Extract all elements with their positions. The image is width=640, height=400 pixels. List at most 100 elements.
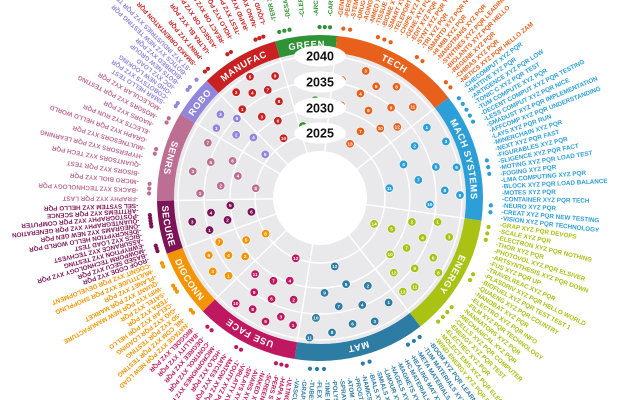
item-dot-tech-6[interactable]: 6 [363,106,373,116]
item-label-mach-systems-container-xyz-pqr-tech[interactable]: -CONTAINER XYZ PQR TECH [502,196,590,205]
item-dot-mat-3[interactable]: 3 [370,316,380,326]
segment-arc-use-face[interactable] [202,299,298,359]
item-dot-robo-1[interactable]: 1 [211,123,221,133]
item-dot-tech-12[interactable]: 12 [392,122,402,132]
segment-arc-green[interactable] [275,35,338,58]
item-dot-use-face-9[interactable]: 9 [249,287,259,297]
item-label-mat-flex-ele-xyz-pqr[interactable]: -FLEX ELE XYZ PQR [315,380,323,400]
item-dot-mach-systems-5[interactable]: 5 [431,162,441,172]
item-dot-tech-4[interactable]: 4 [355,89,365,99]
item-dot-senrs-6[interactable]: 6 [228,156,238,166]
item-dot-manufac-2[interactable]: 2 [231,87,241,97]
item-label-secure-sel-system-xyz-hello-pqr[interactable]: -SEL SYSTEM XYZ HELLO PQR [43,202,138,212]
item-dot-energy-6[interactable]: 6 [428,253,438,263]
item-dot-robo-4[interactable]: 4 [248,132,258,142]
item-dot-energy-3[interactable]: 3 [444,232,454,242]
item-dot-mat-7[interactable]: 7 [334,301,344,311]
item-label-green-cartra-xyz-pqr[interactable]: -CARTRA XYZ PQR [327,0,338,17]
item-dot-digconn-5[interactable]: 5 [241,235,251,245]
item-dot-mat-6[interactable]: 6 [348,319,358,329]
segment-arc-digconn[interactable] [166,247,216,312]
item-dot-mat-2[interactable]: 2 [363,281,373,291]
item-dot-tech-13[interactable]: 13 [345,139,355,149]
item-dot-tech-5[interactable]: 5 [371,81,381,91]
item-dot-mat-4[interactable]: 4 [357,300,367,310]
item-dot-manufac-3[interactable]: 3 [257,112,267,122]
segment-arc-tech[interactable] [335,35,449,109]
item-dot-digconn-8[interactable]: 8 [261,229,271,239]
item-dot-robo-5[interactable]: 5 [260,149,270,159]
item-dot-manufac-9[interactable]: 9 [270,71,280,81]
item-dot-mach-systems-8[interactable]: 8 [440,185,450,195]
item-dot-senrs-2[interactable]: 2 [216,181,226,191]
item-dot-mat-12[interactable]: 12 [330,261,340,271]
item-label-mach-systems-motes-xyz-pqr[interactable]: -MOTES XYZ PQR [502,189,556,197]
item-dot-tech-10[interactable]: 10 [375,124,385,134]
item-label-mach-systems-neuro-xyz-pqr[interactable]: -NEURO XYZ PQR [502,203,557,213]
item-dot-manufac-8[interactable]: 8 [274,96,284,106]
segment-arc-mat[interactable] [294,312,421,361]
item-label-green-clerin-xyz-pqr[interactable]: -CLERIN XYZ PQR [294,0,306,17]
item-dot-tech-3[interactable]: 3 [361,66,371,76]
item-dot-energy-4[interactable]: 4 [418,233,428,243]
item-dot-secure-6[interactable]: 6 [246,207,256,217]
item-dot-mach-systems-6[interactable]: 6 [452,162,462,172]
item-dot-use-face-11[interactable]: 11 [250,269,260,279]
item-dot-mach-systems-2[interactable]: 2 [410,141,420,151]
item-dot-use-face-6[interactable]: 6 [267,294,277,304]
item-dot-secure-1[interactable]: 1 [205,225,215,235]
item-dot-energy-8[interactable]: 8 [433,268,443,278]
item-dot-tech-11[interactable]: 11 [408,102,418,112]
item-dot-energy-11[interactable]: 11 [410,282,420,292]
item-label-mat-time-ma-xyz-pqr[interactable]: -TIME MA XYZ PQR [323,380,332,400]
item-dot-energy-9[interactable]: 9 [410,263,420,273]
item-dot-energy-7[interactable]: 7 [402,243,412,253]
item-dot-tech-9[interactable]: 9 [386,103,396,113]
item-label-green-desa-xyz-pqr[interactable]: -DESA XYZ PQR [277,0,292,19]
item-dot-manufac-1[interactable]: 1 [237,104,247,114]
item-dot-secure-2[interactable]: 2 [223,215,233,225]
item-dot-robo-6[interactable]: 6 [232,113,242,123]
segment-arc-senrs[interactable] [157,114,195,201]
item-dot-energy-5[interactable]: 5 [387,224,397,234]
item-dot-use-face-2[interactable]: 2 [289,295,299,305]
item-dot-secure-3[interactable]: 3 [187,217,197,227]
item-label-green-arch-xyz-pqr[interactable]: -ARCH XYZ PQR [313,0,321,16]
item-dot-robo-3[interactable]: 3 [215,109,225,119]
item-dot-digconn-4[interactable]: 4 [223,250,233,260]
item-dot-mach-systems-1[interactable]: 1 [422,123,432,133]
item-dot-senrs-7[interactable]: 7 [203,138,213,148]
item-dot-mach-systems-7[interactable]: 7 [413,175,423,185]
item-dot-secure-4[interactable]: 4 [206,208,216,218]
item-dot-manufac-7[interactable]: 7 [263,85,273,95]
item-dot-mat-8[interactable]: 8 [327,327,337,337]
item-dot-robo-2[interactable]: 2 [231,130,241,140]
item-dot-use-face-3[interactable]: 3 [276,312,286,322]
item-dot-mach-systems-3[interactable]: 3 [441,136,451,146]
item-dot-use-face-12[interactable]: 12 [291,253,301,263]
item-dot-energy-10[interactable]: 10 [385,249,395,259]
item-dot-energy-12[interactable]: 12 [389,268,399,278]
segment-arc-mach-systems[interactable] [434,97,483,221]
item-dot-manufac-4[interactable]: 4 [247,88,257,98]
item-dot-mach-systems-9[interactable]: 9 [455,190,465,200]
item-dot-digconn-3[interactable]: 3 [208,266,218,276]
segment-arc-manufac[interactable] [206,41,280,94]
item-dot-mat-9[interactable]: 9 [320,288,330,298]
item-dot-secure-5[interactable]: 5 [225,201,235,211]
item-dot-digconn-1[interactable]: 1 [224,271,234,281]
item-dot-tech-7[interactable]: 7 [356,126,366,136]
item-dot-use-face-5[interactable]: 5 [261,317,271,327]
item-dot-use-face-10[interactable]: 10 [231,299,241,309]
item-dot-mach-systems-10[interactable]: 10 [425,200,435,210]
item-dot-mat-1[interactable]: 1 [384,297,394,307]
item-dot-manufac-10[interactable]: 10 [279,133,289,143]
item-dot-energy-14[interactable]: 14 [369,219,379,229]
item-label-mat-polys-xyz-pqr[interactable]: -POLYS XYZ PQR [330,379,341,400]
item-dot-mat-5[interactable]: 5 [341,279,351,289]
item-dot-manufac-5[interactable]: 5 [245,72,255,82]
item-label-mat-tubes-xyz-pqr[interactable]: -TUBES XYZ PQR [305,380,315,400]
item-dot-tech-8[interactable]: 8 [392,82,402,92]
item-dot-mach-systems-11[interactable]: 11 [384,183,394,193]
item-dot-energy-2[interactable]: 2 [407,217,417,227]
